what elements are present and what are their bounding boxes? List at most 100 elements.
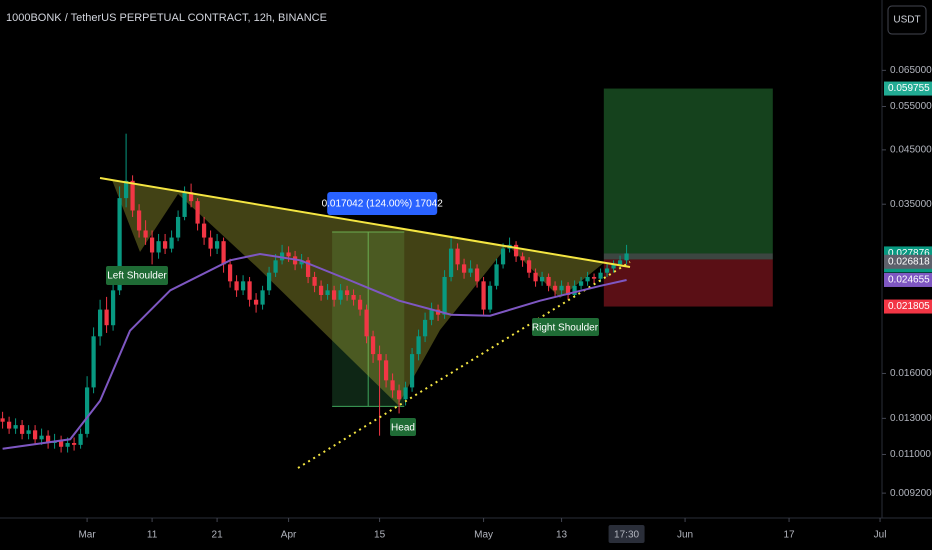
- measure-label-box: [327, 191, 438, 215]
- candle-body: [403, 387, 408, 400]
- neckline: [99, 177, 631, 268]
- x-tick-label: Apr: [281, 530, 297, 541]
- currency-button[interactable]: [887, 5, 927, 35]
- candle-body: [227, 264, 233, 282]
- price-label: 0.024655: [888, 275, 930, 286]
- candle-body: [572, 285, 577, 295]
- candle-body: [110, 290, 116, 326]
- time-axis: [0, 518, 882, 550]
- support-line: [297, 261, 631, 469]
- pattern-fill: [100, 178, 630, 405]
- price-label: 0.027876: [888, 248, 930, 259]
- x-tick-label: 13: [556, 530, 568, 541]
- candle-body: [578, 281, 584, 286]
- candle-body: [39, 435, 44, 440]
- drawings-front: 0.017042 (124.00%) 17042: [2, 191, 627, 450]
- axes: 0.065000 0.055000 0.045000 0.035000 0.016000…: [78, 65, 932, 543]
- y-tick-label: 0.013000: [890, 413, 932, 424]
- candle-body: [260, 290, 265, 305]
- price-label-box: [884, 254, 932, 269]
- candle-body: [123, 180, 129, 199]
- chart-title: 1000BONK / TetherUS PERPETUAL CONTRACT, …: [6, 12, 327, 24]
- candle-body: [500, 248, 506, 265]
- candle-body: [624, 253, 629, 261]
- candle-body: [377, 354, 382, 361]
- candle-body: [149, 237, 155, 253]
- candle-body: [487, 285, 493, 310]
- candle-body: [45, 435, 51, 443]
- candle-body: [19, 425, 25, 434]
- candle-body: [559, 285, 564, 291]
- candle-body: [6, 421, 12, 429]
- candle-body: [331, 290, 337, 300]
- candle-body: [468, 268, 473, 273]
- candle-body: [240, 281, 246, 291]
- candle-body: [533, 272, 538, 282]
- candle-body: [474, 268, 480, 282]
- candle-body: [312, 276, 317, 286]
- candle-body: [351, 294, 356, 300]
- price-label-box: [884, 299, 932, 314]
- x-tick-label: 11: [147, 530, 158, 541]
- y-tick-label: 0.065000: [890, 65, 932, 76]
- moving-average: [2, 252, 627, 450]
- annotation: Left Shoulder Head Right Shoulder: [106, 266, 599, 436]
- y-tick-label: 0.016000: [890, 368, 932, 379]
- x-tick-label: Jul: [874, 530, 887, 541]
- drawings-back: [332, 88, 773, 407]
- candle-body: [143, 230, 148, 238]
- x-tick-label: May: [474, 530, 493, 541]
- annotation-label: Right Shoulder: [532, 323, 599, 334]
- candle-body: [234, 281, 239, 291]
- price-label-box: [884, 272, 932, 287]
- candle-body: [273, 260, 278, 273]
- candle-body: [305, 260, 311, 277]
- candle-body: [188, 192, 194, 202]
- candle-body: [539, 276, 545, 282]
- candle-body: [416, 336, 421, 355]
- candle-body: [461, 264, 467, 273]
- candle-body: [409, 354, 415, 388]
- candle-body: [357, 299, 363, 310]
- candle-body: [175, 216, 181, 238]
- price-label: 0.059755: [888, 83, 930, 94]
- candle-body: [266, 272, 272, 291]
- profit-zone: [603, 88, 773, 254]
- candle-body: [286, 252, 291, 257]
- currency-button-label[interactable]: USDT: [893, 15, 920, 26]
- candle-body: [58, 441, 64, 447]
- candle-body: [520, 256, 525, 261]
- candle-body: [221, 241, 226, 265]
- candles: [0, 133, 629, 453]
- candle-body: [253, 299, 259, 305]
- candle-body: [279, 252, 285, 261]
- price-label: 0.021805: [888, 301, 930, 312]
- current-time-label: 17:30: [614, 530, 639, 541]
- candle-body: [32, 430, 38, 440]
- candle-body: [513, 244, 519, 257]
- annotation-box: [106, 266, 168, 285]
- candle-body: [448, 248, 454, 277]
- x-tick-label: Mar: [78, 530, 96, 541]
- candle-body: [338, 290, 343, 300]
- candle-body: [91, 336, 96, 388]
- candle-body: [71, 442, 77, 445]
- candle-body: [0, 418, 5, 422]
- measure-label: 0.017042 (124.00%) 17042: [322, 199, 444, 210]
- candle-body: [130, 180, 135, 211]
- candle-body: [117, 198, 122, 291]
- y-tick-label: 0.035000: [890, 199, 932, 210]
- current-time-box: [608, 525, 645, 543]
- candle-body: [591, 276, 597, 279]
- candle-body: [65, 442, 70, 447]
- candle-body: [422, 319, 428, 337]
- annotation-box: [532, 318, 599, 336]
- candle-body: [156, 241, 161, 253]
- candle-body: [455, 248, 460, 265]
- x-tick-label: 15: [374, 530, 386, 541]
- entry-line: [603, 253, 773, 260]
- annotation-label: Head: [391, 423, 415, 434]
- candle-body: [162, 241, 168, 249]
- candle-body: [481, 281, 486, 310]
